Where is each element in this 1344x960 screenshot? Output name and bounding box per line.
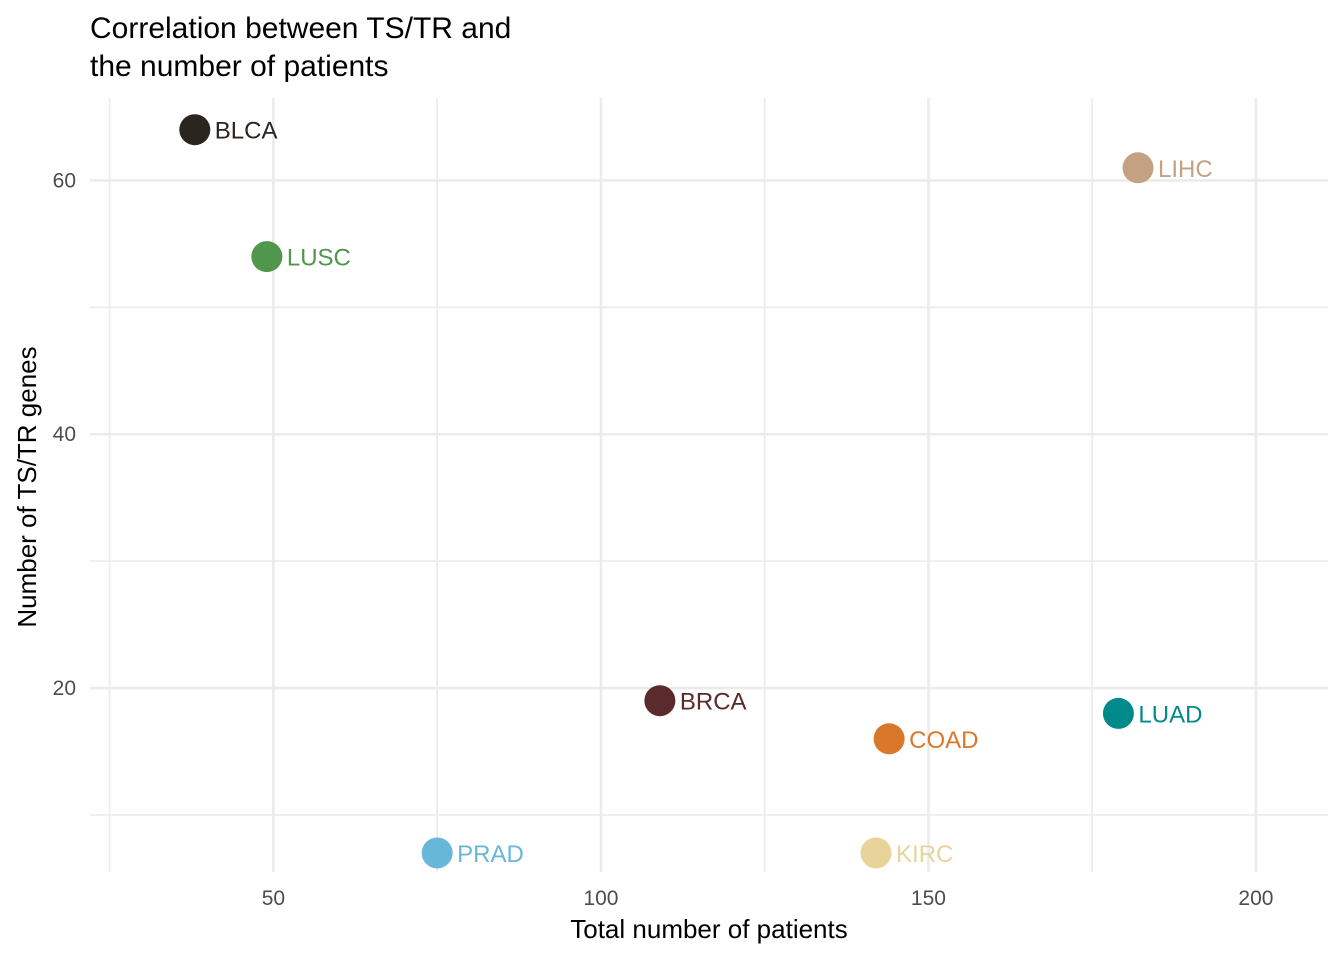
y-axis-title: Number of TS/TR genes bbox=[12, 346, 42, 627]
data-point-label: PRAD bbox=[457, 841, 524, 868]
y-tick-label: 40 bbox=[53, 423, 76, 446]
x-tick-label: 50 bbox=[262, 887, 285, 910]
data-point-label: COAD bbox=[909, 727, 978, 754]
chart-title-line-1: Correlation between TS/TR and bbox=[90, 12, 511, 45]
data-point bbox=[1102, 697, 1134, 729]
chart-title-line-2: the number of patients bbox=[90, 50, 389, 83]
y-tick-label: 20 bbox=[53, 677, 76, 700]
data-point-label: BRCA bbox=[680, 689, 747, 716]
data-point-group: LUAD bbox=[1102, 697, 1202, 729]
data-point-group: PRAD bbox=[421, 837, 524, 869]
data-point-group: LUSC bbox=[251, 241, 351, 273]
y-axis-tick-labels: 20 40 60 bbox=[53, 169, 76, 700]
x-tick-label: 100 bbox=[583, 887, 618, 910]
data-point bbox=[179, 114, 211, 146]
data-point bbox=[1122, 152, 1154, 184]
data-point-group: COAD bbox=[873, 723, 978, 755]
data-point-label: LIHC bbox=[1158, 156, 1213, 183]
x-tick-label: 150 bbox=[911, 887, 946, 910]
x-axis-title: Total number of patients bbox=[570, 914, 848, 944]
chart-title: Correlation between TS/TR and the number… bbox=[90, 12, 511, 83]
x-tick-label: 200 bbox=[1238, 887, 1273, 910]
y-tick-label: 60 bbox=[53, 169, 76, 192]
data-point bbox=[860, 837, 892, 869]
data-point-group: BRCA bbox=[644, 685, 747, 717]
data-point-group: LIHC bbox=[1122, 152, 1213, 184]
data-point-group: KIRC bbox=[860, 837, 953, 869]
data-point bbox=[873, 723, 905, 755]
data-points: BLCA LIHC LUSC BRCA LUAD COAD PRAD KIRC bbox=[179, 114, 1213, 869]
x-axis-tick-labels: 50 100 150 200 bbox=[262, 887, 1274, 910]
data-point bbox=[644, 685, 676, 717]
data-point-label: LUAD bbox=[1138, 701, 1202, 728]
data-point bbox=[421, 837, 453, 869]
data-point-label: BLCA bbox=[215, 118, 278, 145]
grid bbox=[90, 98, 1328, 872]
data-point-label: KIRC bbox=[896, 841, 953, 868]
data-point-group: BLCA bbox=[179, 114, 278, 146]
data-point-label: LUSC bbox=[287, 245, 351, 272]
data-point bbox=[251, 241, 283, 273]
